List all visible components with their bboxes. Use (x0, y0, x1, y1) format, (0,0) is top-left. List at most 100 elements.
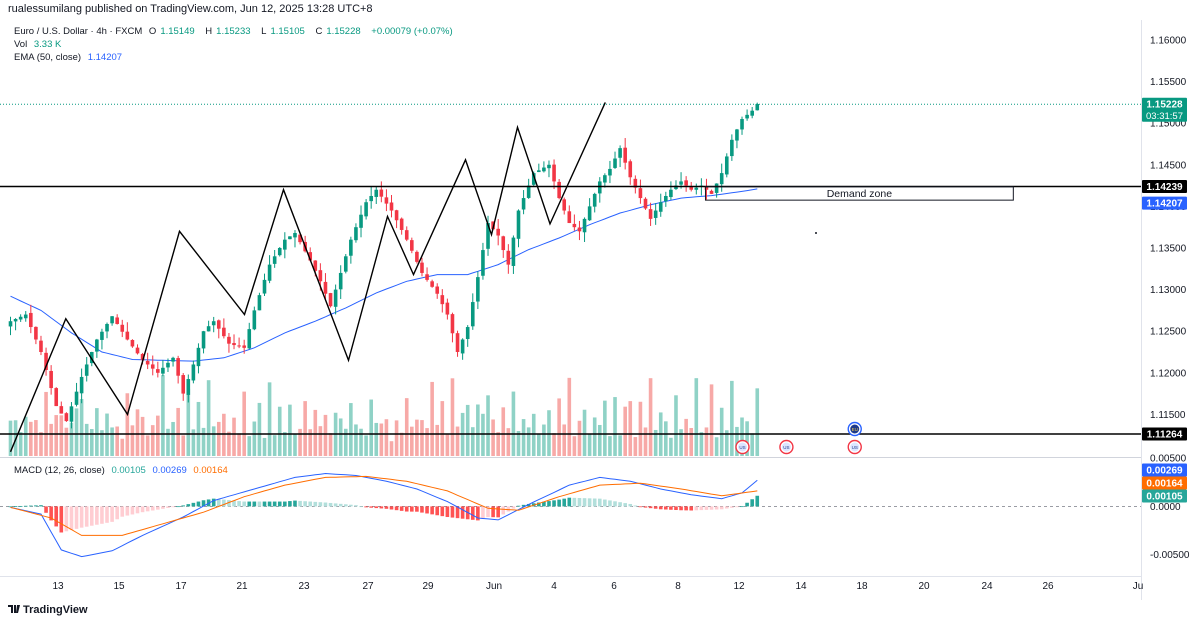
candle (293, 230, 297, 248)
volume-bar (730, 380, 734, 456)
candle-body (166, 362, 170, 368)
volume-bar (354, 424, 358, 456)
volume-bar (399, 432, 404, 456)
macd-histogram-bar (318, 502, 323, 507)
volume-bar (115, 426, 119, 456)
time-axis-label: 21 (236, 581, 248, 592)
candle (714, 183, 719, 198)
candle-body (150, 364, 155, 369)
candle (242, 339, 246, 354)
candle (84, 356, 89, 382)
candle-body (394, 210, 399, 221)
volume-legend[interactable]: Vol 3.33 K (14, 39, 65, 50)
candle (227, 332, 231, 353)
macd-histogram-bar (379, 506, 384, 509)
candle (95, 338, 99, 358)
candle (674, 180, 678, 191)
candle-body (211, 321, 216, 326)
candle-body (501, 236, 506, 251)
candle-body (69, 406, 74, 422)
candle (597, 177, 602, 203)
candle (74, 382, 79, 407)
candle-body (379, 189, 384, 197)
candle (272, 249, 277, 268)
volume-bar (166, 428, 170, 456)
volume-bar (552, 433, 556, 456)
candle (237, 337, 241, 349)
candle-body (486, 223, 490, 249)
volume-bar (69, 422, 74, 456)
macd-histogram-bar (191, 502, 196, 507)
volume-bar (562, 424, 567, 456)
symbol-name[interactable]: Euro / U.S. Dollar · 4h · FXCM (14, 26, 143, 37)
candle-body (750, 110, 754, 116)
published-by-header: rualessumilang published on TradingView.… (8, 3, 373, 15)
time-axis-label: 27 (362, 581, 374, 592)
candle-body (237, 345, 241, 347)
volume-bar (638, 401, 643, 456)
volume-bar (34, 420, 38, 456)
zigzag-pattern-drawing (9, 102, 606, 453)
ema-legend[interactable]: EMA (50, close) 1.14207 (14, 52, 126, 63)
candle-body (130, 340, 135, 347)
candle-body (460, 339, 465, 354)
volume-bar (608, 436, 612, 456)
macd-histogram-bar (603, 499, 607, 507)
macd-legend[interactable]: MACD (12, 26, close) 0.00105 0.00269 0.0… (14, 465, 232, 476)
candle (23, 311, 28, 322)
level-price-badge-text: 1.14239 (1146, 182, 1183, 193)
volume-bar (257, 402, 262, 456)
candle-body (227, 336, 231, 344)
candle-body (242, 345, 246, 348)
candle-body (714, 183, 719, 193)
candle (562, 197, 567, 215)
volume-bar (196, 401, 201, 456)
price-axis-tick: 1.16000 (1150, 35, 1187, 46)
volume-bar (521, 419, 526, 456)
candlestick-series (8, 102, 760, 429)
candle-body (613, 158, 617, 168)
tradingview-logo[interactable]: TradingView (8, 604, 88, 616)
volume-bar (679, 429, 683, 456)
candle-body (64, 413, 69, 422)
volume-bar (420, 420, 424, 456)
candle-body (298, 234, 302, 243)
symbol-legend: Euro / U.S. Dollar · 4h · FXCM O 1.15149 … (14, 26, 457, 37)
candle-body (669, 189, 673, 198)
macd-histogram-bar (719, 506, 724, 510)
volume-bar (8, 420, 13, 456)
candle-body (313, 260, 318, 271)
candle-body (369, 195, 373, 202)
macd-histogram-bar (64, 506, 69, 532)
candle-body (547, 164, 551, 169)
macd-histogram-bar (359, 506, 363, 508)
volume-bar (29, 421, 33, 456)
macd-histogram-bar (415, 506, 419, 512)
candle (110, 316, 114, 326)
candle (643, 197, 648, 210)
candle-body (359, 214, 363, 228)
time-axis-label: 17 (175, 581, 187, 592)
last-price-badge-countdown: 03:31:57 (1146, 111, 1183, 122)
time-axis-label: 12 (733, 581, 745, 592)
candle-body (262, 279, 267, 294)
volume-bar (191, 429, 196, 456)
macd-histogram-bar (704, 506, 709, 510)
volume-bar (404, 398, 409, 456)
candle (440, 289, 445, 313)
candle (455, 330, 460, 357)
volume-bar (643, 427, 648, 456)
candle-body (39, 340, 43, 352)
macd-histogram-bar (709, 506, 714, 510)
volume-bar (567, 377, 572, 456)
candle-body (430, 281, 434, 287)
macd-badge-text: 0.00269 (1146, 466, 1183, 477)
macd-line (10, 472, 758, 558)
macd-histogram-bar (404, 506, 409, 512)
volume-bar (110, 427, 114, 456)
macd-histogram-bar (638, 506, 643, 508)
time-axis-label: 15 (113, 581, 125, 592)
macd-histogram-bar (69, 506, 74, 531)
volume-bar (476, 404, 480, 456)
